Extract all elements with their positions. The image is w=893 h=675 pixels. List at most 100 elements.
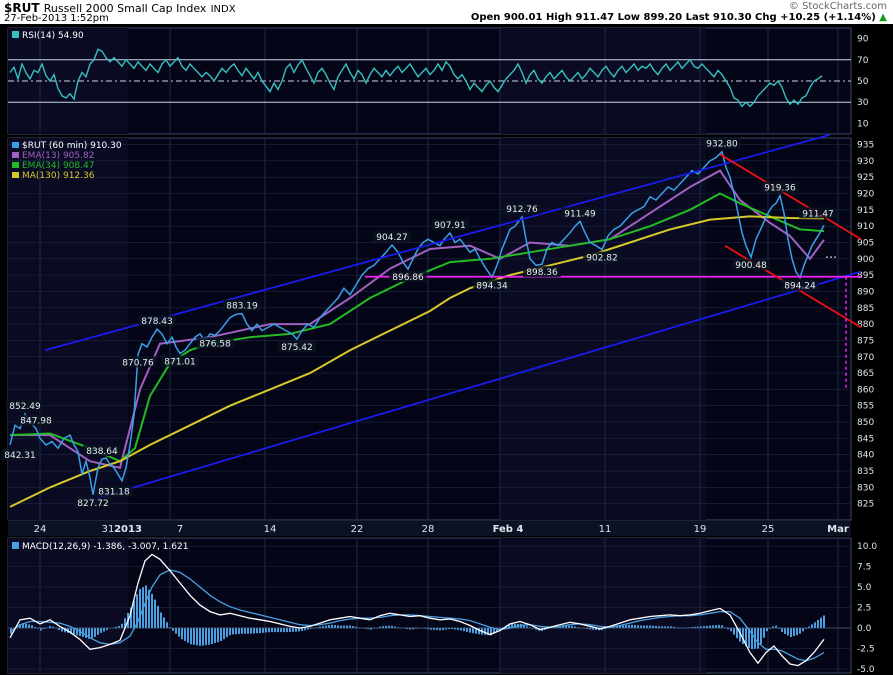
price-label-8: 871.01 — [164, 357, 196, 367]
price-label-18: 911.49 — [564, 209, 596, 219]
price-ma130-line — [9, 215, 825, 508]
price-label-bg-12 — [373, 230, 411, 242]
price-legend-swatch-2 — [12, 162, 19, 168]
macd-histogram-bar — [304, 628, 306, 631]
rsi-tick-label-0: 10 — [857, 119, 869, 129]
price-tick-label-12: 885 — [857, 304, 874, 314]
macd-histogram-bar — [211, 628, 213, 645]
macd-histogram-bar — [271, 628, 273, 633]
macd-histogram-bar — [490, 628, 492, 636]
price-tick-label-15: 900 — [857, 255, 874, 265]
macd-line — [9, 553, 825, 667]
price-label-14: 907.91 — [434, 221, 466, 231]
price-label-6: 878.43 — [141, 317, 173, 327]
macd-histogram-bar — [616, 626, 618, 628]
macd-histogram-bar — [223, 628, 225, 640]
price-label-5: 831.18 — [98, 487, 130, 497]
macd-histogram-bar — [181, 628, 183, 640]
macd-histogram-bar — [115, 626, 117, 628]
macd-histogram-bar — [166, 622, 168, 628]
timestamp: 27-Feb-2013 1:52pm — [4, 13, 109, 24]
price-label-24: 911.47 — [802, 209, 834, 219]
macd-histogram-bar — [718, 624, 720, 628]
price-tick-label-3: 840 — [857, 451, 874, 461]
x-tick-label-1: 31 — [102, 524, 115, 535]
macd-histogram-bar — [667, 626, 669, 628]
macd-histogram-bar — [466, 628, 468, 632]
macd-histogram-bar — [766, 628, 768, 632]
macd-histogram-bar — [694, 626, 696, 628]
price-tick-label-13: 890 — [857, 287, 874, 297]
macd-histogram-bar — [439, 628, 441, 631]
macd-histogram-bar — [631, 624, 633, 628]
macd-band-2 — [500, 538, 706, 673]
macd-histogram-bar — [526, 626, 528, 628]
macd-histogram-bar — [799, 628, 801, 634]
macd-histogram-bar — [91, 628, 93, 639]
macd-panel: -5.0 -2.5 0.0 2.5 5.0 7.5 10.0 MACD(12,26,9) -1… — [7, 537, 877, 675]
macd-histogram-bar — [730, 628, 732, 632]
upper-channel — [44, 133, 831, 352]
macd-histogram-bar — [646, 625, 648, 628]
macd-histogram-bar — [295, 628, 297, 632]
macd-histogram-bar — [784, 628, 786, 634]
price-label-bg-17 — [523, 266, 561, 278]
price-tick-label-10: 875 — [857, 336, 874, 346]
macd-histogram-bar — [793, 628, 795, 637]
macd-histogram-bar — [556, 627, 558, 628]
macd-tick-label-4: 5.0 — [857, 583, 872, 593]
macd-histogram-bar — [787, 628, 789, 636]
macd-histogram-bar — [625, 625, 627, 628]
macd-histogram-bar — [289, 628, 291, 633]
macd-histogram-bar — [637, 625, 639, 628]
x-tick-label-5: 22 — [351, 524, 364, 535]
macd-histogram-bar — [247, 628, 249, 634]
price-label-21: 900.48 — [735, 261, 767, 271]
price-label-bg-2 — [1, 449, 39, 461]
x-tick-label-4: 14 — [264, 524, 277, 535]
macd-histogram-bar — [457, 628, 459, 630]
macd-histogram-bar — [34, 627, 36, 628]
macd-histogram-bar — [100, 628, 102, 633]
macd-histogram-bar — [778, 628, 780, 629]
macd-histogram-bar — [592, 628, 594, 630]
macd-histogram-bar — [340, 625, 342, 628]
macd-histogram-bar — [85, 628, 87, 638]
quote-line: Open 900.01 High 911.47 Low 899.20 Last … — [471, 12, 887, 23]
macd-histogram-bar — [664, 626, 666, 628]
macd-tick-label-2: 0.0 — [857, 624, 872, 634]
x-axis: 24 31 2013 7 14 22 28 Feb 4 11 19 25 Mar — [8, 521, 851, 536]
macd-histogram-bar — [775, 625, 777, 628]
macd-histogram-bar — [229, 628, 231, 636]
x-tick-label-2: 2013 — [114, 524, 142, 535]
macd-histogram-bar — [790, 628, 792, 637]
macd-histogram-bar — [307, 628, 309, 630]
down-channel-upper — [719, 153, 862, 240]
macd-histogram-bar — [73, 628, 75, 635]
price-tick-label-16: 905 — [857, 238, 874, 248]
macd-histogram-bar — [595, 628, 597, 631]
macd-histogram-bar — [808, 626, 810, 628]
macd-histogram-bar — [697, 626, 699, 628]
x-tick-label-7: Feb 4 — [493, 524, 524, 535]
macd-histogram-bar — [343, 625, 345, 628]
macd-histogram-bar — [406, 628, 408, 629]
price-tick-label-18: 915 — [857, 206, 874, 216]
price-label-bg-3 — [83, 445, 121, 457]
price-label-4: 827.72 — [77, 499, 109, 509]
price-tick-label-11: 880 — [857, 320, 874, 330]
macd-histogram-bar — [547, 628, 549, 629]
macd-histogram-bar — [370, 628, 372, 630]
macd-histogram-bar — [232, 628, 234, 635]
macd-histogram-bar — [280, 628, 282, 633]
macd-legend: MACD(12,26,9) -1.386, -3.007, 1.621 — [22, 542, 188, 552]
macd-tick-label-1: -2.5 — [857, 644, 875, 654]
macd-histogram-bar — [61, 628, 63, 632]
price-label-9: 883.19 — [226, 302, 258, 312]
price-label-17: 898.36 — [526, 268, 558, 278]
macd-histogram-bar — [199, 628, 201, 646]
macd-histogram-bar — [151, 593, 153, 628]
macd-histogram-bar — [634, 625, 636, 628]
macd-histogram-bar — [658, 626, 660, 628]
macd-histogram-bar — [118, 626, 120, 628]
